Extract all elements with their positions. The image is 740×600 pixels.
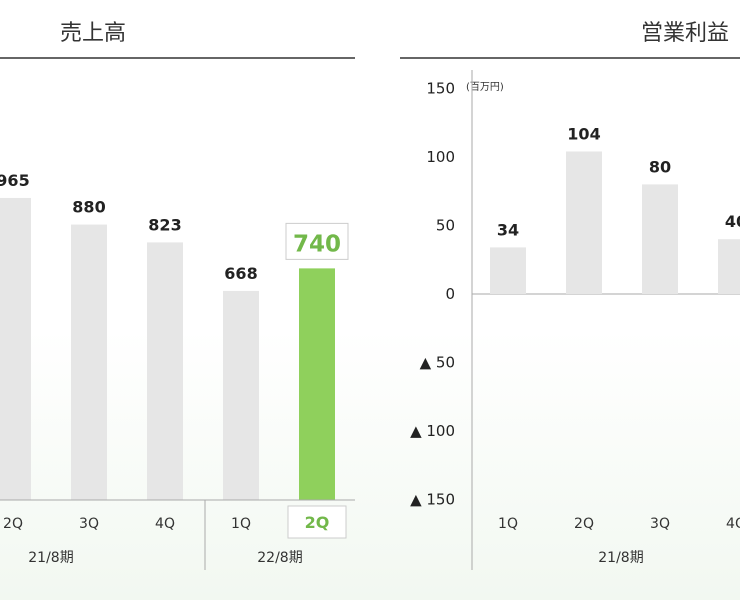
sales-category-label: 2Q [3, 516, 23, 532]
operating-income-bar-4 [718, 239, 740, 294]
operating-income-y-tick-label: 50 [436, 217, 455, 235]
sales-period-label: 21/8期 [28, 550, 73, 566]
sales-bar-2 [0, 197, 31, 500]
operating-income-y-tick-label: ▲ 50 [420, 354, 455, 372]
operating-income-category-label: 4Q [726, 516, 740, 532]
operating-income-y-tick-label: 0 [445, 285, 455, 303]
operating-income-bar-3 [642, 184, 678, 294]
sales-category-label: 4Q [155, 516, 175, 532]
operating-income-bars: 34 104 80 40 [490, 125, 740, 294]
operating-income-value-label: 40 [725, 212, 740, 231]
operating-income-bar-1 [490, 247, 526, 294]
sales-highlight-category-box [287, 505, 347, 539]
operating-income-value-label: 80 [649, 157, 671, 176]
sales-bar-3 [71, 224, 107, 500]
sales-value-label: 823 [148, 215, 181, 234]
operating-income-value-label: 34 [497, 220, 519, 239]
sales-period-label: 22/8期 [257, 550, 302, 566]
operating-income-y-axis: 150 100 50 0 ▲ 50 ▲ 100 ▲ 150 [410, 80, 455, 509]
operating-income-y-tick-label: 150 [426, 80, 455, 98]
operating-income-y-tick-label: 100 [426, 148, 455, 166]
sales-bar-5 [223, 290, 259, 500]
sales-chart-title: 売上高 [60, 21, 126, 46]
operating-income-bar-2 [566, 151, 602, 294]
operating-income-y-tick-label: ▲ 150 [410, 491, 455, 509]
operating-income-category-label: 2Q [574, 516, 594, 532]
sales-value-label: 880 [72, 198, 105, 217]
operating-income-value-label: 104 [567, 125, 600, 144]
operating-income-y-tick-label: ▲ 100 [410, 422, 455, 440]
operating-income-category-label: 3Q [650, 516, 670, 532]
sales-category-label: 1Q [231, 516, 251, 532]
sales-bar-4 [147, 242, 183, 500]
operating-income-chart: 営業利益 (百万円) 150 100 50 0 ▲ 50 ▲ 100 ▲ 150 34 104… [400, 21, 740, 570]
sales-category-label: 2Q [305, 513, 330, 532]
operating-income-category-labels: 1Q 2Q 3Q 4Q 21/8期 [498, 516, 740, 566]
operating-income-category-label: 1Q [498, 516, 518, 532]
operating-income-unit: (百万円) [466, 81, 504, 93]
sales-value-label: 668 [224, 264, 257, 283]
sales-bar-6 [299, 268, 335, 500]
operating-income-chart-title: 営業利益 [641, 21, 729, 46]
sales-bars: 965 880 823 668 740 [0, 171, 349, 500]
operating-income-period-label: 21/8期 [598, 550, 643, 566]
sales-value-label: 740 [293, 231, 341, 257]
sales-value-label: 965 [0, 171, 30, 190]
sales-category-label: 3Q [79, 516, 99, 532]
sales-highlight-value-box [285, 222, 349, 260]
